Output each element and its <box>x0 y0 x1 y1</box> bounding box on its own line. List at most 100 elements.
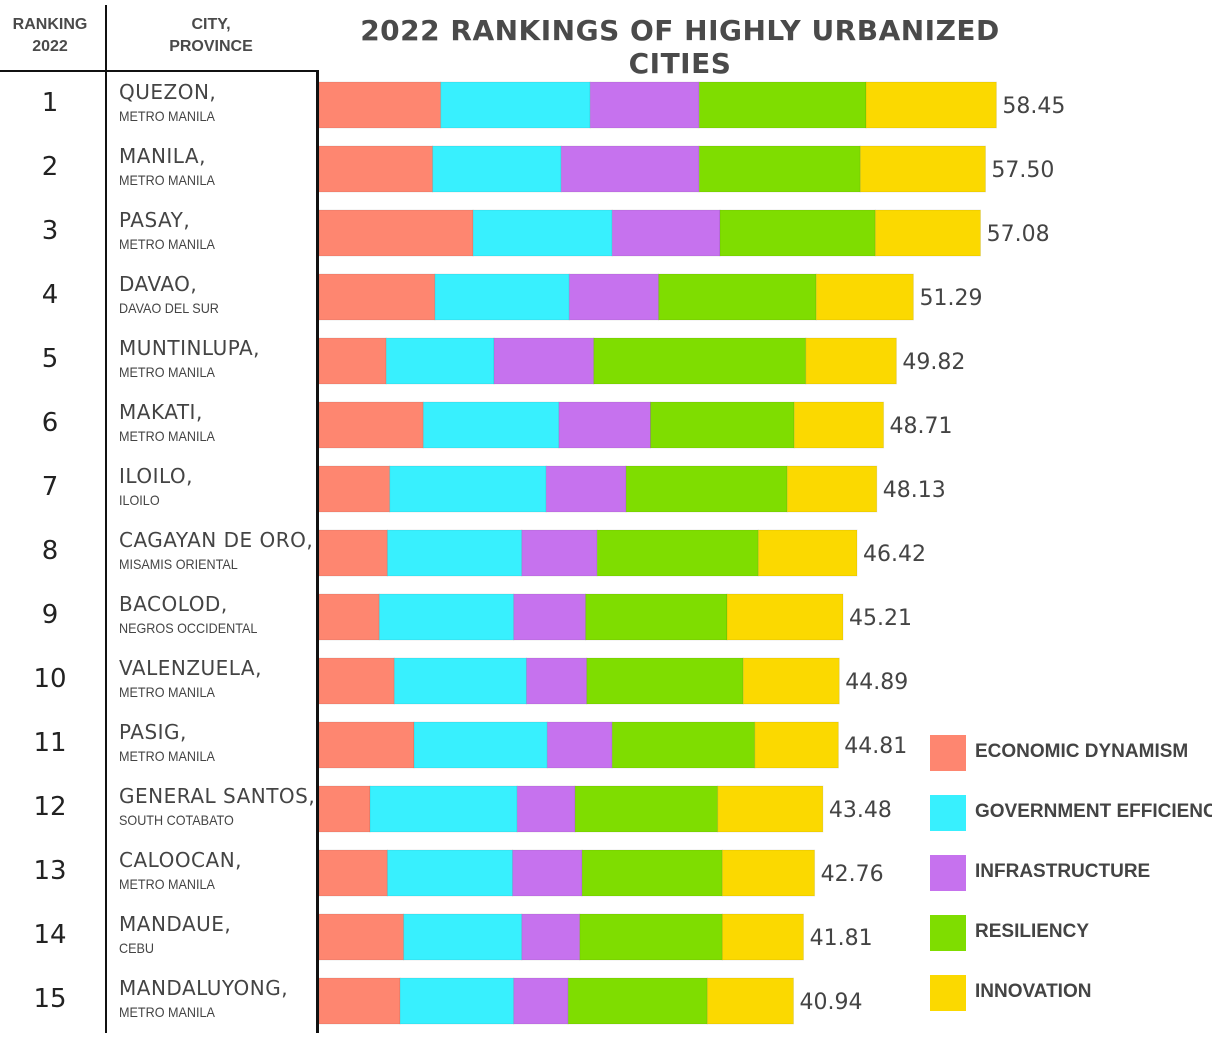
bar-segment-government-efficiency <box>386 529 523 577</box>
city-name: CAGAYAN DE ORO, <box>119 528 314 552</box>
bar-segment-economic-dynamism <box>318 849 388 897</box>
bar-segment-government-efficiency <box>434 273 570 321</box>
bar-total-label: 51.29 <box>920 286 983 311</box>
rank-number: 10 <box>33 664 67 694</box>
legend-label: ECONOMIC DYNAMISM <box>975 741 1189 762</box>
bar-total-label: 57.50 <box>991 158 1054 183</box>
bar-segment-economic-dynamism <box>318 593 380 641</box>
bar-segment-infrastructure <box>560 145 700 193</box>
rank-number: 9 <box>41 600 59 630</box>
bar-segment-economic-dynamism <box>318 465 391 513</box>
rank-number: 8 <box>41 536 59 566</box>
bar-segment-infrastructure <box>546 721 613 769</box>
rank-number: 7 <box>41 472 59 502</box>
province-name: METRO MANILA <box>119 236 215 252</box>
city-name: MANDALUYONG, <box>119 976 289 1000</box>
bar-total-label: 48.71 <box>890 414 953 439</box>
bar-segment-resiliency <box>574 785 719 833</box>
bar-total-label: 45.21 <box>849 606 912 631</box>
bar-segment-government-efficiency <box>369 785 518 833</box>
province-name: METRO MANILA <box>119 364 215 380</box>
bar-segment-economic-dynamism <box>318 785 371 833</box>
bar-segment-resiliency <box>586 657 744 705</box>
rank-number: 6 <box>41 408 59 438</box>
bar-total-label: 58.45 <box>1002 94 1065 119</box>
bar-total-label: 40.94 <box>800 990 863 1015</box>
city-name: MAKATI, <box>119 400 203 424</box>
bar-segment-government-efficiency <box>472 209 613 257</box>
bar-segment-economic-dynamism <box>318 273 436 321</box>
legend-swatch <box>930 795 966 831</box>
bar-segment-innovation <box>786 465 878 513</box>
province-name: NEGROS OCCIDENTAL <box>119 620 258 636</box>
bar-segment-innovation <box>717 785 824 833</box>
province-name: METRO MANILA <box>119 748 215 764</box>
ranking-header-year: 2022 <box>32 38 68 55</box>
bar-segment-government-efficiency <box>403 913 523 961</box>
bar-segment-infrastructure <box>513 977 569 1025</box>
bar-segment-economic-dynamism <box>318 145 434 193</box>
province-name: METRO MANILA <box>119 172 215 188</box>
bar-segment-innovation <box>754 721 839 769</box>
bar-segment-government-efficiency <box>399 977 515 1025</box>
column-divider-2 <box>316 70 319 1033</box>
rank-number: 13 <box>33 856 67 886</box>
column-divider-1 <box>105 5 107 1033</box>
bar-segment-infrastructure <box>568 273 659 321</box>
province-name: SOUTH COTABATO <box>119 812 234 828</box>
city-name: DAVAO, <box>119 272 198 296</box>
province-name: DAVAO DEL SUR <box>119 300 219 316</box>
bar-segment-infrastructure <box>493 337 595 385</box>
bar-segment-government-efficiency <box>386 849 514 897</box>
bar-segment-innovation <box>805 337 897 385</box>
city-name: BACOLOD, <box>119 592 228 616</box>
bar-total-label: 42.76 <box>821 862 884 887</box>
header-divider <box>0 70 319 72</box>
bar-segment-innovation <box>874 209 981 257</box>
chart-title: 2022 RANKINGS OF HIGHLY URBANIZED CITIES <box>360 14 1000 80</box>
bar-segment-innovation <box>815 273 914 321</box>
province-name: MISAMIS ORIENTAL <box>119 556 238 572</box>
bar-segment-resiliency <box>581 849 723 897</box>
bar-segment-government-efficiency <box>413 721 548 769</box>
bar-segment-innovation <box>721 913 804 961</box>
city-name: PASIG, <box>119 720 187 744</box>
rank-number: 4 <box>41 280 59 310</box>
bar-segment-innovation <box>793 401 885 449</box>
bar-segment-resiliency <box>698 81 867 129</box>
bar-segment-resiliency <box>719 209 876 257</box>
rank-number: 5 <box>41 344 59 374</box>
bar-segment-innovation <box>726 593 844 641</box>
legend-swatch <box>930 975 966 1011</box>
bar-total-label: 46.42 <box>863 542 926 567</box>
province-name: METRO MANILA <box>119 876 215 892</box>
legend-label: INNOVATION <box>975 981 1092 1002</box>
bar-segment-economic-dynamism <box>318 977 401 1025</box>
legend-swatch <box>930 855 966 891</box>
bar-total-label: 44.81 <box>844 734 907 759</box>
bar-segment-innovation <box>859 145 986 193</box>
bar-segment-economic-dynamism <box>318 721 415 769</box>
rank-number: 15 <box>33 984 67 1014</box>
bar-segment-government-efficiency <box>432 145 562 193</box>
bar-segment-economic-dynamism <box>318 81 442 129</box>
rank-number: 11 <box>33 728 67 758</box>
province-name: METRO MANILA <box>119 1004 215 1020</box>
bar-segment-government-efficiency <box>378 593 515 641</box>
bar-segment-resiliency <box>658 273 817 321</box>
city-name: ILOILO, <box>119 464 193 488</box>
bar-segment-innovation <box>721 849 816 897</box>
bar-segment-economic-dynamism <box>318 401 424 449</box>
city-name: MANILA, <box>119 144 206 168</box>
bar-segment-infrastructure <box>611 209 721 257</box>
city-header-label: CITY, <box>191 16 231 33</box>
bar-segment-innovation <box>757 529 858 577</box>
bar-segment-infrastructure <box>521 529 598 577</box>
ranking-header-label: RANKING <box>12 16 88 33</box>
bar-total-label: 57.08 <box>987 222 1050 247</box>
bar-segment-infrastructure <box>526 657 588 705</box>
bar-segment-infrastructure <box>516 785 576 833</box>
bar-segment-government-efficiency <box>389 465 547 513</box>
bar-total-label: 43.48 <box>829 798 892 823</box>
city-name: GENERAL SANTOS, <box>119 784 316 808</box>
